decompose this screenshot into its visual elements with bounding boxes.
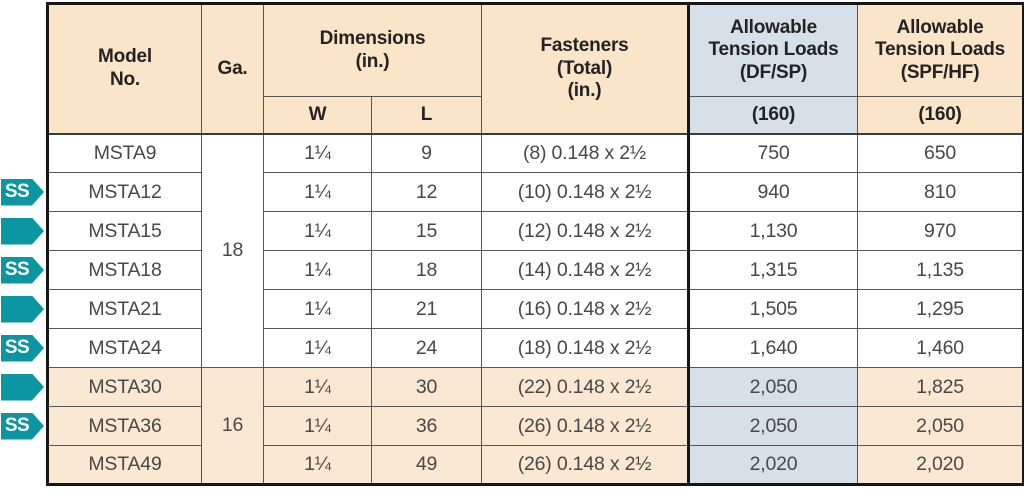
cell-w: 1¼ [263, 289, 372, 329]
cell-spf-hf-load: 970 [857, 211, 1024, 251]
cell-df-sp-load: 1,505 [687, 289, 859, 329]
cell-df-sp-load: 2,050 [687, 367, 859, 407]
cell-model: MSTA36 [47, 406, 202, 446]
cell-w: 1¼ [263, 250, 372, 290]
cell-w: 1¼ [263, 328, 372, 368]
cell-spf-hf-load: 810 [857, 172, 1024, 212]
arrow-badge [1, 217, 44, 245]
cell-w: 1¼ [263, 172, 372, 212]
cell-fasteners: (10) 0.148 x 2½ [481, 172, 690, 212]
cell-l: 9 [370, 133, 483, 173]
header-df-sp-loads: Allowable Tension Loads (DF/SP) [687, 3, 859, 97]
cell-model: MSTA18 [47, 250, 202, 290]
cell-l: 18 [370, 250, 483, 290]
header-dimensions: Dimensions (in.) [262, 3, 483, 97]
ss-badge: SS [1, 178, 44, 206]
header-fasteners: Fasteners (Total) (in.) [481, 3, 690, 135]
arrow-badge [1, 373, 44, 401]
cell-w: 1¼ [263, 406, 372, 446]
cell-df-sp-load: 1,130 [687, 211, 859, 251]
cell-w: 1¼ [263, 445, 372, 485]
table-row: MSTA49 1¼ 49 (26) 0.148 x 2½ 2,020 2,020 [47, 445, 1024, 485]
cell-fasteners: (18) 0.148 x 2½ [481, 328, 690, 368]
cell-w: 1¼ [263, 133, 372, 173]
cell-l: 30 [370, 367, 483, 407]
cell-fasteners: (12) 0.148 x 2½ [481, 211, 690, 251]
cell-fasteners: (8) 0.148 x 2½ [481, 133, 690, 173]
cell-df-sp-load: 940 [687, 172, 859, 212]
subheader-df-rate: (160) [687, 96, 859, 135]
header-model-no: Model No. [47, 3, 202, 135]
cell-model: MSTA49 [47, 445, 202, 485]
arrow-badge [1, 295, 44, 323]
cell-l: 49 [370, 445, 483, 485]
table-row: MSTA9 18 1¼ 9 (8) 0.148 x 2½ 750 650 [47, 133, 1024, 368]
cell-model: MSTA9 [47, 133, 202, 173]
cell-df-sp-load: 1,315 [687, 250, 859, 290]
cell-fasteners: (14) 0.148 x 2½ [481, 250, 690, 290]
cell-spf-hf-load: 650 [857, 133, 1024, 173]
cell-fasteners: (26) 0.148 x 2½ [481, 406, 690, 446]
ss-badge: SS [1, 412, 44, 440]
cell-model: MSTA21 [47, 289, 202, 329]
cell-w: 1¼ [263, 211, 372, 251]
cell-spf-hf-load: 2,020 [857, 445, 1024, 485]
subheader-l: L [370, 96, 483, 135]
table-body: MSTA9 18 1¼ 9 (8) 0.148 x 2½ 750 650 MSTA12 1¼ 12… [47, 133, 1024, 485]
header-ga: Ga. [201, 3, 264, 135]
cell-spf-hf-load: 1,135 [857, 250, 1024, 290]
table-row: MSTA15 1¼ 15 (12) 0.148 x 2½ 1,130 970 [47, 211, 1024, 251]
subheader-spf-rate: (160) [857, 96, 1024, 135]
cell-l: 12 [370, 172, 483, 212]
msta-load-table: Model No. Ga. Dimensions (in.) Fasteners… [46, 2, 1024, 486]
table-row: MSTA18 1¼ 18 (14) 0.148 x 2½ 1,315 1,135 [47, 250, 1024, 290]
ss-badge: SS [1, 334, 44, 362]
cell-df-sp-load: 1,640 [687, 328, 859, 368]
table-row: MSTA36 1¼ 36 (26) 0.148 x 2½ 2,050 2,050 [47, 406, 1024, 446]
cell-spf-hf-load: 1,295 [857, 289, 1024, 329]
ss-badge: SS [1, 256, 44, 284]
cell-l: 24 [370, 328, 483, 368]
cell-spf-hf-load: 1,825 [857, 367, 1024, 407]
cell-spf-hf-load: 1,460 [857, 328, 1024, 368]
cell-df-sp-load: 2,020 [687, 445, 859, 485]
table-row: MSTA21 1¼ 21 (16) 0.148 x 2½ 1,505 1,295 [47, 289, 1024, 329]
cell-model: MSTA24 [47, 328, 202, 368]
cell-fasteners: (26) 0.148 x 2½ [481, 445, 690, 485]
cell-l: 15 [370, 211, 483, 251]
cell-df-sp-load: 750 [687, 133, 859, 173]
header-spf-hf-loads: Allowable Tension Loads (SPF/HF) [857, 3, 1024, 97]
table-row: MSTA12 1¼ 12 (10) 0.148 x 2½ 940 810 [47, 172, 1024, 212]
cell-model: MSTA12 [47, 172, 202, 212]
subheader-w: W [263, 96, 372, 135]
table-row: MSTA30 16 1¼ 30 (22) 0.148 x 2½ 2,050 1,825 [47, 367, 1024, 485]
table-row: MSTA24 1¼ 24 (18) 0.148 x 2½ 1,640 1,460 [47, 328, 1024, 368]
table-header: Model No. Ga. Dimensions (in.) Fasteners… [47, 3, 1024, 135]
cell-df-sp-load: 2,050 [687, 406, 859, 446]
cell-model: MSTA15 [47, 211, 202, 251]
cell-l: 36 [370, 406, 483, 446]
cell-spf-hf-load: 2,050 [857, 406, 1024, 446]
cell-model: MSTA30 [47, 367, 202, 407]
cell-ga: 16 [201, 367, 264, 485]
cell-l: 21 [370, 289, 483, 329]
cell-w: 1¼ [263, 367, 372, 407]
cell-fasteners: (16) 0.148 x 2½ [481, 289, 690, 329]
cell-fasteners: (22) 0.148 x 2½ [481, 367, 690, 407]
cell-ga: 18 [201, 133, 264, 368]
